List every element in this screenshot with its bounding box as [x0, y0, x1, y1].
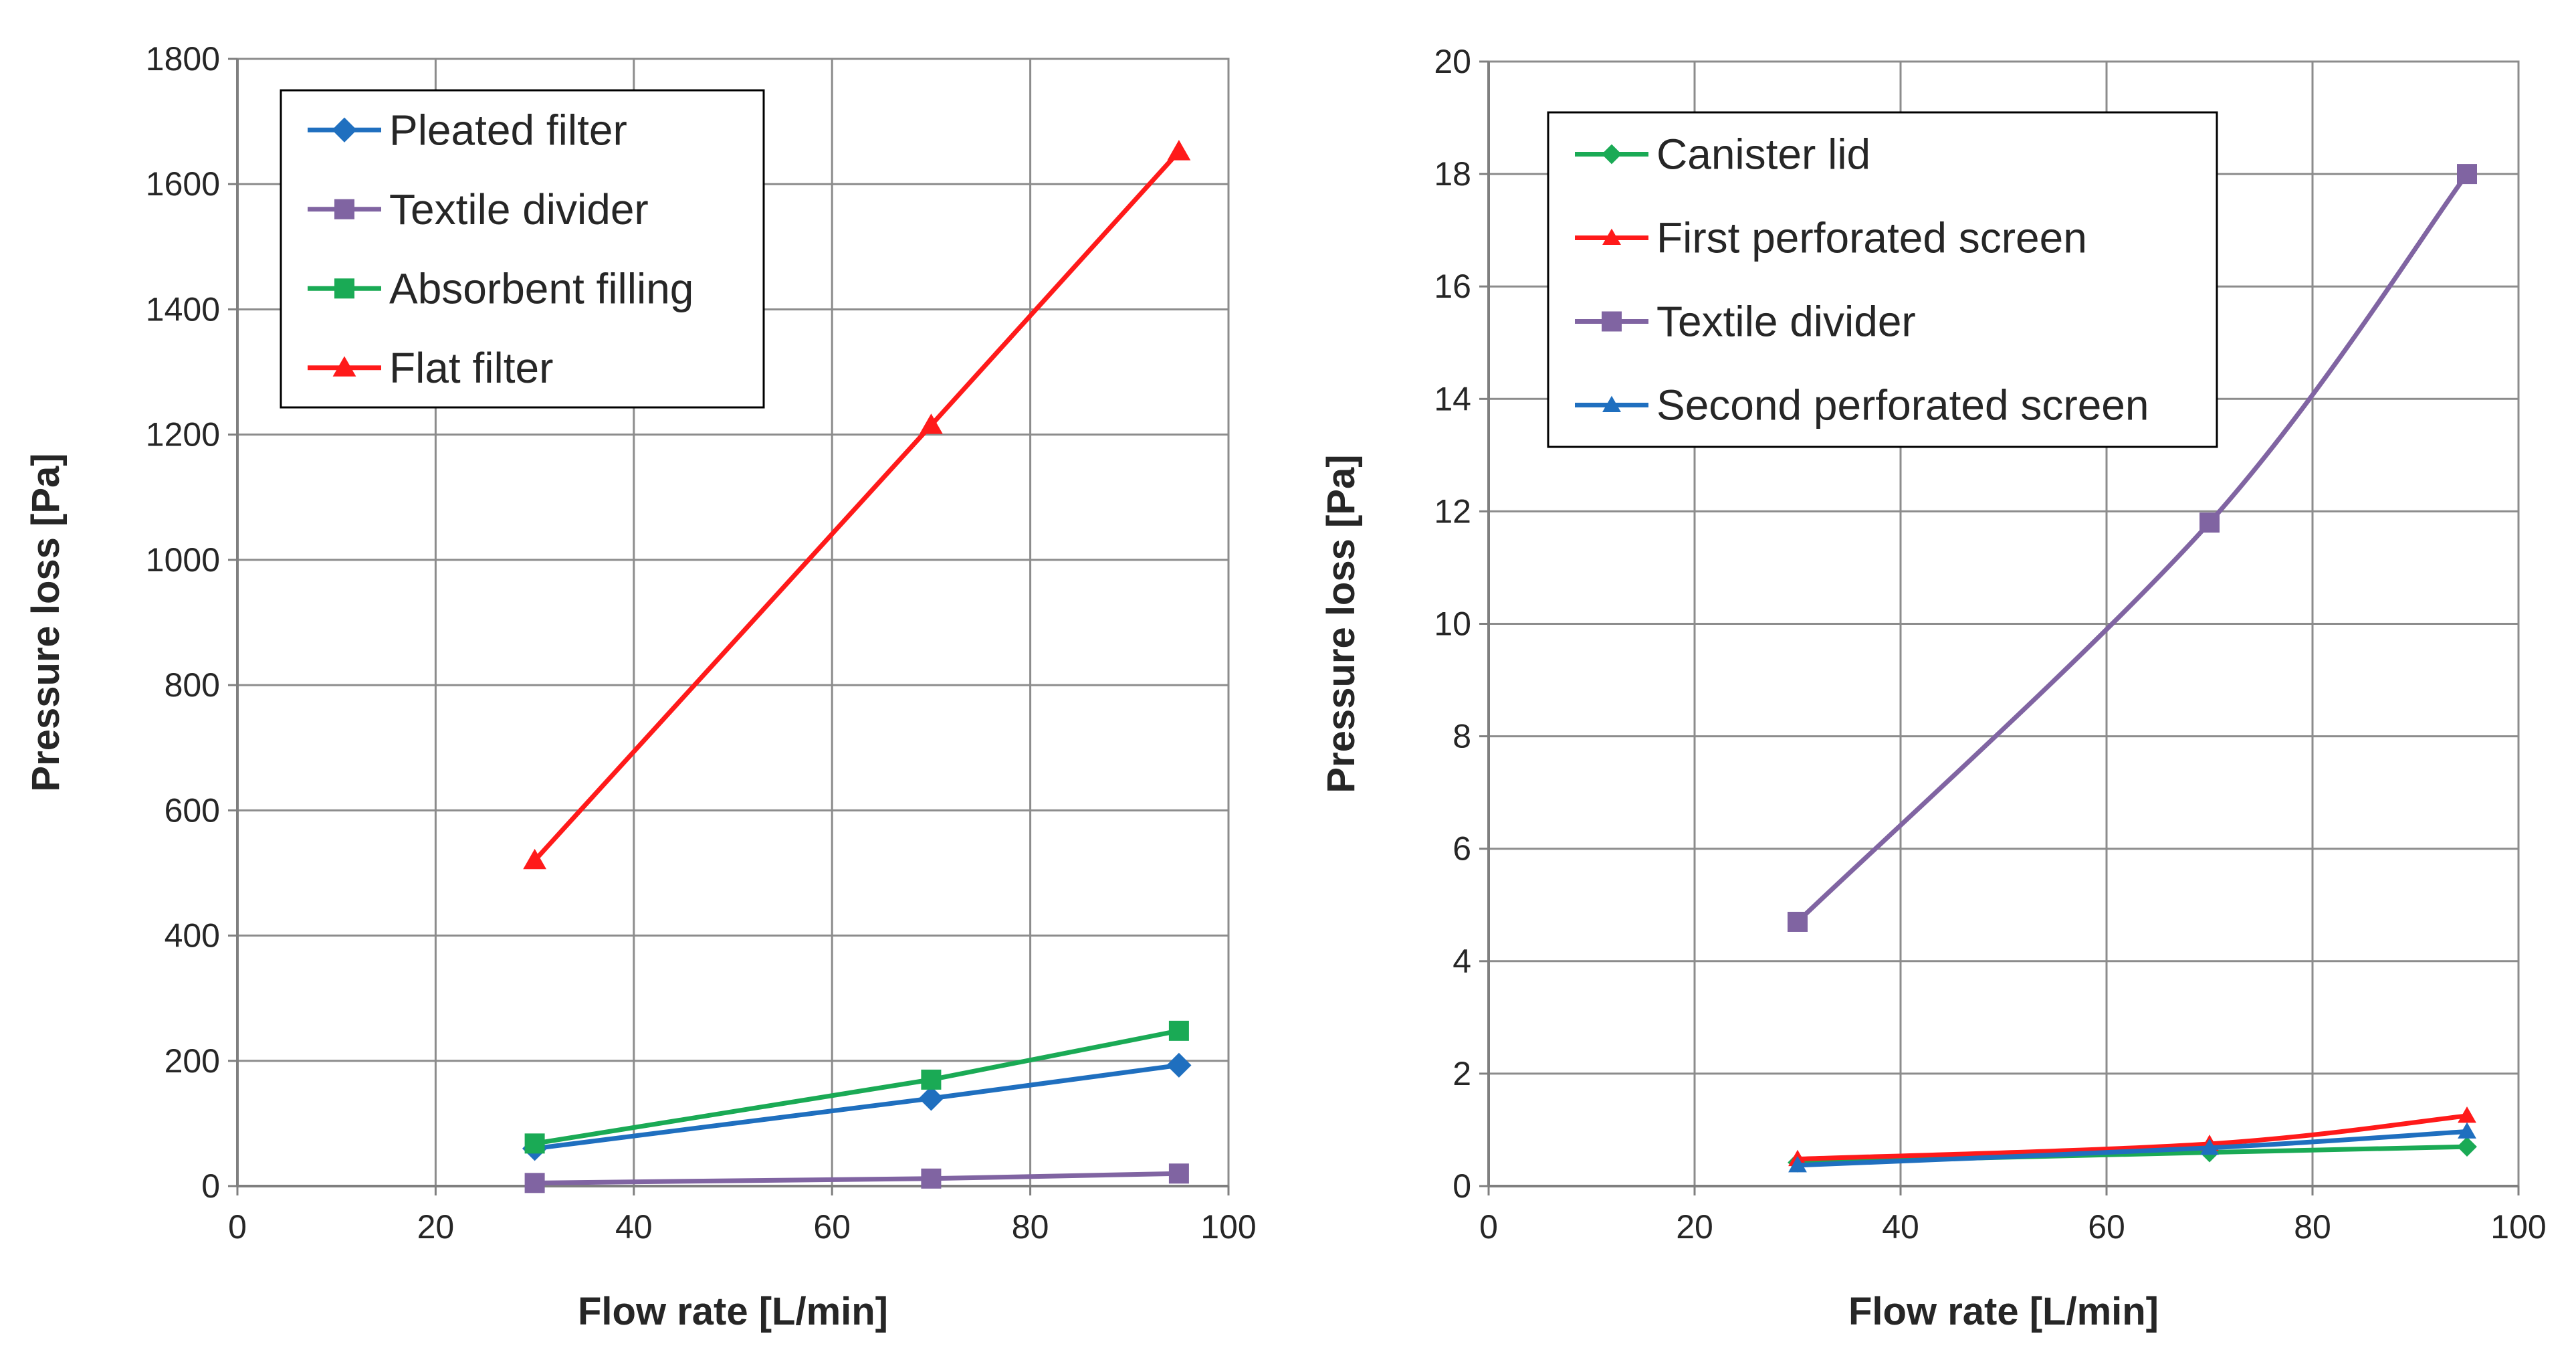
left-point-absorbent-filling-30 — [524, 1133, 545, 1154]
left-point-flat-filter-95 — [1167, 140, 1191, 161]
right-legend-label-second-perforated-screen: Second perforated screen — [1656, 381, 2149, 429]
left-point-pleated-filter-70 — [918, 1086, 944, 1111]
left-x-tick-label-0: 0 — [228, 1208, 247, 1246]
left-legend-marker-flat-filter — [332, 356, 356, 377]
left-point-absorbent-filling-95 — [1168, 1020, 1189, 1041]
left-y-tick-label-600: 600 — [165, 791, 220, 829]
left-y-tick-label-1400: 1400 — [146, 290, 220, 328]
left-legend-label-flat-filter: Flat filter — [389, 344, 553, 392]
right-legend-marker-first-perforated-screen — [1602, 228, 1621, 245]
left-y-tick-label-1800: 1800 — [146, 40, 220, 78]
left-y-tick-label-200: 200 — [165, 1042, 220, 1080]
left-x-tick-label-40: 40 — [615, 1208, 653, 1246]
right-y-tick-label-4: 4 — [1453, 943, 1471, 980]
left-point-flat-filter-30 — [523, 848, 546, 870]
chart-left: Flow rate [L/min] Pressure loss [Pa] 0 20… — [24, 40, 1257, 1333]
chart-left-axes: Flow rate [L/min] Pressure loss [Pa] 0 20… — [24, 40, 1257, 1333]
right-y-tick-label-2: 2 — [1453, 1055, 1471, 1092]
right-x-tick-label-100: 100 — [2490, 1208, 2546, 1246]
right-y-tick-label-10: 10 — [1434, 605, 1471, 643]
chart-left-legend: Pleated filter Textile divider Absorbent f… — [280, 89, 765, 409]
right-x-tick-label-40: 40 — [1882, 1208, 1919, 1246]
left-y-tick-label-1000: 1000 — [146, 541, 220, 579]
left-y-tick-label-1200: 1200 — [146, 416, 220, 454]
chart-right-series — [1788, 164, 2477, 1173]
right-y-tick-label-6: 6 — [1453, 830, 1471, 868]
right-x-tick-label-80: 80 — [2294, 1208, 2331, 1246]
left-y-tick-label-1600: 1600 — [146, 165, 220, 203]
right-series-line-first-perforated-screen — [1797, 1113, 2468, 1162]
left-point-textile-divider-95 — [1168, 1163, 1189, 1184]
right-legend-marker-second-perforated-screen — [1602, 395, 1621, 412]
right-y-tick-label-20: 20 — [1434, 43, 1471, 80]
right-y-tick-label-18: 18 — [1434, 155, 1471, 193]
chart-right-legend-box — [1547, 111, 2218, 448]
chart-left-series — [522, 140, 1192, 1193]
right-point-textile-divider-95 — [2457, 164, 2477, 185]
chart-left-x-axis-title: Flow rate [L/min] — [578, 1290, 888, 1333]
left-x-tick-label-100: 100 — [1200, 1208, 1256, 1246]
left-y-tick-label-800: 800 — [165, 666, 220, 704]
left-x-tick-label-80: 80 — [1012, 1208, 1049, 1246]
right-point-second-perforated-screen-70 — [2200, 1138, 2219, 1155]
left-point-pleated-filter-95 — [1166, 1052, 1192, 1078]
right-point-canister-lid-95 — [2457, 1137, 2477, 1157]
right-y-tick-label-8: 8 — [1453, 718, 1471, 755]
left-legend-marker-pleated-filter — [332, 117, 357, 142]
left-point-absorbent-filling-70 — [921, 1069, 942, 1090]
left-legend-marker-textile-divider — [334, 199, 354, 219]
right-legend-marker-textile-divider — [1602, 311, 1622, 332]
right-x-tick-label-20: 20 — [1676, 1208, 1713, 1246]
right-legend-label-textile-divider: Textile divider — [1656, 298, 1916, 346]
chart-right-x-axis-title: Flow rate [L/min] — [1848, 1290, 2159, 1333]
chart-left-legend-items: Pleated filter Textile divider Absorbent f… — [308, 106, 693, 392]
right-point-second-perforated-screen-30 — [1788, 1155, 1807, 1173]
right-y-tick-label-12: 12 — [1434, 492, 1471, 530]
left-x-tick-label-60: 60 — [813, 1208, 851, 1246]
chart-right: Flow rate [L/min] Pressure loss [Pa] 0 20… — [1319, 43, 2547, 1333]
right-y-tick-label-14: 14 — [1434, 380, 1471, 417]
right-series-line-second-perforated-screen — [1797, 1129, 2468, 1168]
right-y-tick-label-0: 0 — [1453, 1167, 1471, 1205]
right-x-tick-label-60: 60 — [2088, 1208, 2125, 1246]
chart-left-legend-box — [280, 89, 765, 409]
left-point-textile-divider-30 — [524, 1173, 545, 1193]
chart-right-legend-items: Canister lid First perforated screen Texti… — [1575, 130, 2149, 429]
left-legend-marker-absorbent-filling — [334, 278, 354, 299]
right-point-textile-divider-70 — [2199, 512, 2220, 533]
left-y-tick-label-400: 400 — [165, 917, 220, 955]
left-point-flat-filter-70 — [920, 413, 943, 434]
left-legend-label-textile-divider: Textile divider — [389, 185, 649, 233]
right-y-tick-label-16: 16 — [1434, 268, 1471, 305]
left-legend-label-absorbent-filling: Absorbent filling — [389, 264, 693, 312]
left-point-textile-divider-70 — [921, 1168, 942, 1189]
right-point-textile-divider-30 — [1788, 911, 1808, 932]
right-point-second-perforated-screen-95 — [2458, 1122, 2476, 1139]
right-legend-label-canister-lid: Canister lid — [1656, 130, 1870, 179]
chart-left-y-axis-title: Pressure loss [Pa] — [24, 453, 68, 791]
right-series-line-textile-divider — [1796, 173, 2469, 924]
chart-right-axes: Flow rate [L/min] Pressure loss [Pa] 0 20… — [1319, 43, 2547, 1333]
chart-right-y-axis-title: Pressure loss [Pa] — [1319, 454, 1363, 793]
right-x-tick-label-0: 0 — [1479, 1208, 1498, 1246]
left-x-tick-label-20: 20 — [417, 1208, 455, 1246]
chart-right-legend: Canister lid First perforated screen Texti… — [1547, 111, 2218, 448]
right-legend-marker-canister-lid — [1602, 144, 1622, 165]
right-legend-label-first-perforated-screen: First perforated screen — [1656, 214, 2087, 262]
left-y-tick-label-0: 0 — [201, 1167, 220, 1205]
right-point-first-perforated-screen-95 — [2458, 1106, 2476, 1123]
left-legend-label-pleated-filter: Pleated filter — [389, 106, 627, 154]
